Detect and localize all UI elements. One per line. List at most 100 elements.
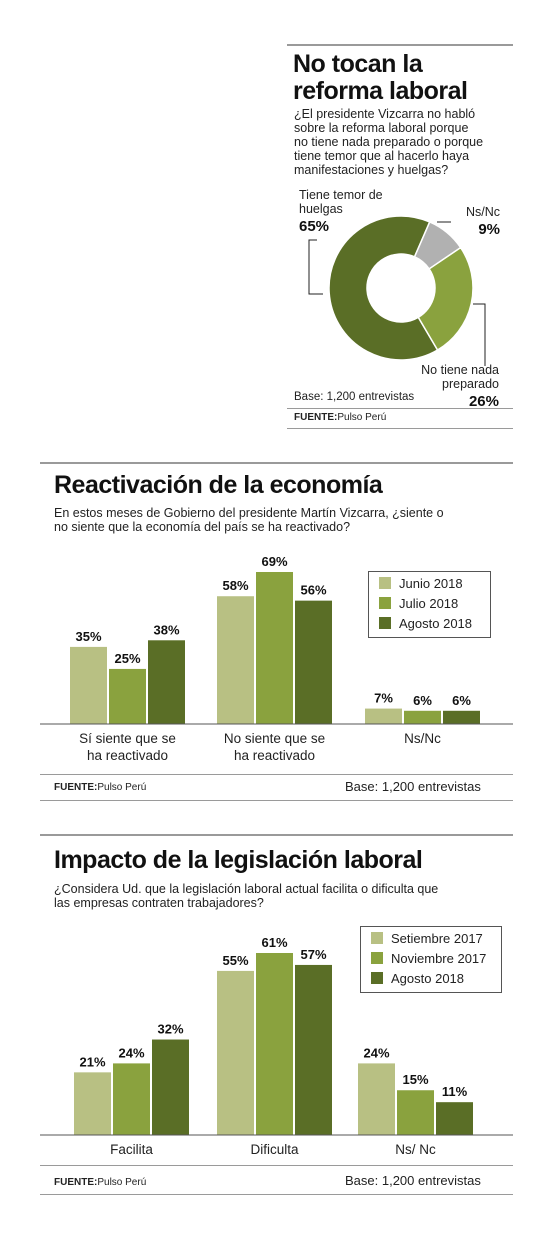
bar	[74, 1072, 111, 1135]
legend-label: Setiembre 2017	[391, 930, 483, 946]
slice-nothing-prepared	[417, 246, 474, 352]
bar	[152, 1039, 189, 1135]
legend-swatch	[371, 932, 383, 944]
legend-item: Setiembre 2017	[361, 928, 501, 948]
section3-question: ¿Considera Ud. que la legislación labora…	[54, 882, 514, 910]
bar-value-label: 6%	[413, 693, 432, 708]
section1-title-line2: reforma laboral	[293, 77, 468, 105]
bar	[295, 600, 332, 724]
source-label: FUENTE:	[54, 1177, 98, 1188]
bar	[148, 640, 185, 724]
section2-bottom-rule	[40, 800, 513, 801]
bar-value-label: 6%	[452, 693, 471, 708]
section2-top-rule	[40, 462, 513, 464]
bar	[256, 572, 293, 724]
section1-top-rule	[287, 44, 513, 46]
source-value: Pulso Perú	[337, 412, 387, 423]
section3-footer-rule	[40, 1165, 513, 1166]
section3-bottom-rule	[40, 1194, 513, 1195]
bar	[113, 1063, 150, 1135]
category-label: Dificulta	[250, 1142, 299, 1157]
legend-label: Agosto 2018	[391, 970, 465, 986]
reactivation-bar-chart: 35% 25% 38% Sí siente que se ha reactivado 58…	[40, 554, 513, 763]
legend-label: Noviembre 2017	[391, 950, 487, 966]
bar	[365, 708, 402, 724]
section2-source: FUENTE:Pulso Perú	[54, 782, 146, 793]
category-label: ha reactivado	[87, 748, 168, 763]
question-line: tiene temor que al hacerlo haya	[294, 149, 470, 163]
bar	[256, 953, 293, 1135]
legend-label: Agosto 2018	[399, 615, 473, 631]
question-line: sobre la reforma laboral porque	[294, 121, 469, 135]
section3-top-rule	[40, 834, 513, 836]
section1-mid-rule	[287, 408, 513, 409]
section1-question: ¿El presidente Vizcarra no habló sobre l…	[294, 107, 519, 177]
bar-value-label: 32%	[157, 1022, 183, 1037]
legend-label: Junio 2018	[399, 575, 463, 591]
question-line: no siente que la economía del país se ha…	[54, 520, 351, 534]
source-label: FUENTE:	[54, 782, 98, 793]
bar	[436, 1102, 473, 1135]
bar-value-label: 55%	[222, 953, 248, 968]
section1-bottom-rule	[287, 428, 513, 429]
legend-item: Agosto 2018	[369, 613, 490, 633]
legend-swatch	[379, 577, 391, 589]
section3-source: FUENTE:Pulso Perú	[54, 1177, 146, 1188]
bar-value-label: 38%	[153, 622, 179, 637]
legend-swatch	[371, 952, 383, 964]
category-label: ha reactivado	[234, 748, 315, 763]
section2-title: Reactivación de la economía	[54, 471, 383, 499]
section3-title: Impacto de la legislación laboral	[54, 846, 423, 874]
category-label: No siente que se	[224, 731, 325, 746]
section3-base: Base: 1,200 entrevistas	[345, 1173, 481, 1188]
question-line: no tiene nada preparado o porque	[294, 135, 484, 149]
category-label: Facilita	[110, 1142, 153, 1157]
bar	[217, 596, 254, 724]
legend-item: Agosto 2018	[361, 968, 501, 988]
source-label: FUENTE:	[294, 412, 338, 423]
source-value: Pulso Perú	[97, 782, 147, 793]
legend-item: Junio 2018	[369, 573, 490, 593]
slice-value-label: 9%	[478, 221, 500, 238]
section1-title-line1: No tocan la	[293, 50, 423, 78]
bar-value-label: 15%	[402, 1072, 428, 1087]
bar	[404, 710, 441, 724]
legend-label: Julio 2018	[399, 595, 459, 611]
section1-base: Base: 1,200 entrevistas	[294, 391, 415, 403]
question-line: En estos meses de Gobierno del president…	[54, 506, 444, 520]
legend-swatch	[379, 617, 391, 629]
slice-fear-of-strikes	[328, 215, 439, 361]
bar-value-label: 24%	[118, 1045, 144, 1060]
question-line: manifestaciones y huelgas?	[294, 163, 449, 177]
leader-line	[473, 303, 486, 366]
bar-value-label: 24%	[363, 1045, 389, 1060]
section1-source: FUENTE:Pulso Perú	[294, 412, 386, 423]
slice-value-label: 26%	[469, 393, 499, 410]
section2-footer-rule	[40, 774, 513, 775]
slice-label: No tiene nada	[421, 363, 499, 377]
category-label: Ns/Nc	[404, 731, 441, 746]
bar	[397, 1090, 434, 1135]
bar	[217, 970, 254, 1135]
leader-line	[308, 239, 323, 295]
source-value: Pulso Perú	[97, 1177, 147, 1188]
bar-value-label: 25%	[114, 651, 140, 666]
section2-base: Base: 1,200 entrevistas	[345, 779, 481, 794]
reactivation-legend: Junio 2018 Julio 2018 Agosto 2018	[368, 571, 491, 638]
legend-item: Julio 2018	[369, 593, 490, 613]
category-label: Sí siente que se	[79, 731, 176, 746]
question-line: ¿Considera Ud. que la legislación labora…	[54, 882, 439, 896]
category-label: Ns/ Nc	[395, 1142, 436, 1157]
bar	[358, 1063, 395, 1135]
slice-label: huelgas	[299, 202, 343, 216]
bar-value-label: 58%	[222, 578, 248, 593]
slice-label: preparado	[442, 377, 499, 391]
labor-law-bar-chart: 21% 24% 32% Facilita 55% 61% 57% Dificulta 24% 15…	[40, 935, 513, 1157]
bar	[109, 668, 146, 724]
bar	[70, 646, 107, 724]
section2-question: En estos meses de Gobierno del president…	[54, 506, 514, 534]
question-line: las empresas contraten trabajadores?	[54, 896, 264, 910]
bar-value-label: 21%	[79, 1054, 105, 1069]
slice-label: Ns/Nc	[466, 205, 500, 219]
